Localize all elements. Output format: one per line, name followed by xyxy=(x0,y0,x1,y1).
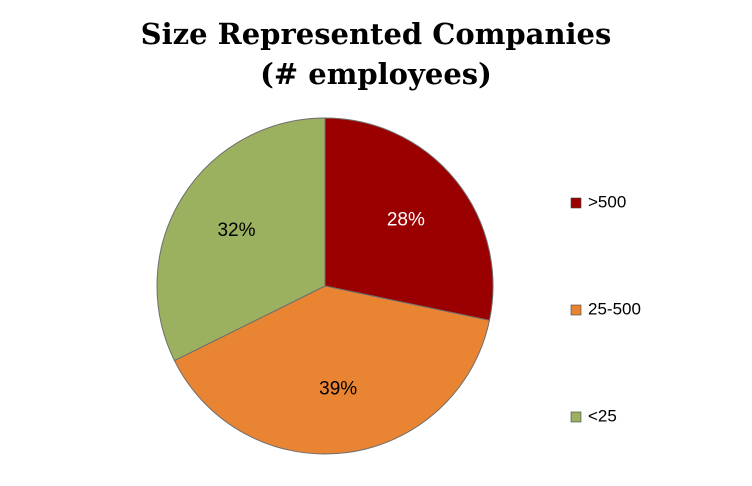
pie-slice-2 xyxy=(156,117,326,362)
chart-title-line-1: Size Represented Companies xyxy=(140,17,612,51)
legend-label-0: >500 xyxy=(588,192,626,211)
pie-slice-label-0: 28% xyxy=(387,209,425,230)
legend-swatch-2 xyxy=(570,411,582,423)
legend: >500 25-500 <25 xyxy=(570,192,641,425)
pie-slices xyxy=(156,117,494,455)
pie-slice-label-2: 32% xyxy=(217,220,255,241)
pie-slice-label-1: 39% xyxy=(319,378,357,399)
legend-swatch-0 xyxy=(570,197,582,209)
legend-item-2: <25 xyxy=(570,406,617,425)
legend-item-1: 25-500 xyxy=(570,299,641,318)
pie-slice-1 xyxy=(173,285,491,455)
legend-item-0: >500 xyxy=(570,192,626,211)
legend-swatch-1 xyxy=(570,304,582,316)
pie-slice-0 xyxy=(324,117,494,321)
chart-title: Size Represented Companies (# employees) xyxy=(0,14,752,94)
pie-slice-labels: 28% 39% 32% xyxy=(217,209,424,399)
chart-title-line-2: (# employees) xyxy=(260,57,492,91)
legend-label-1: 25-500 xyxy=(588,299,641,318)
legend-label-2: <25 xyxy=(588,406,617,425)
